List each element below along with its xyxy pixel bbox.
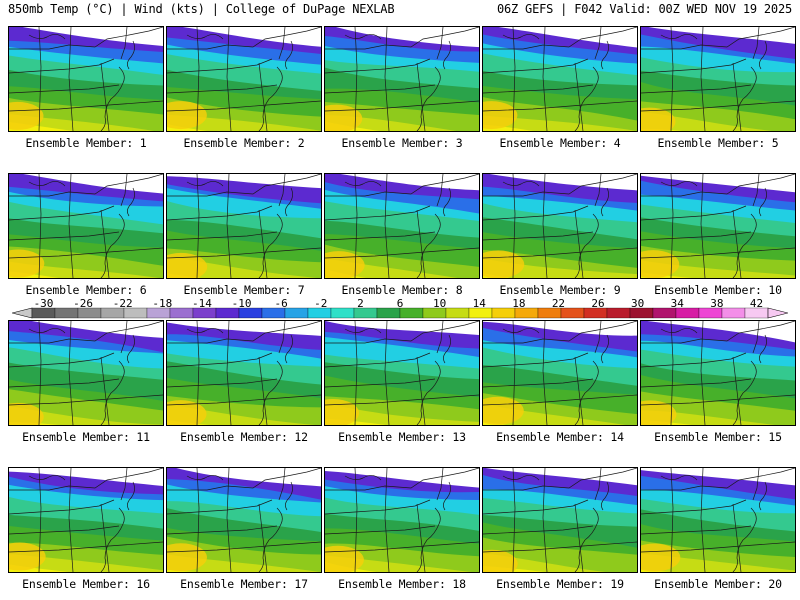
ensemble-member-map: [482, 320, 638, 426]
ensemble-member-map: [8, 467, 164, 573]
colorbar-tick-label: 2: [357, 297, 364, 310]
colorbar-tick-label: 18: [512, 297, 526, 310]
ensemble-member-label: Ensemble Member: 7: [183, 283, 305, 297]
ensemble-member-map: [324, 467, 480, 573]
ensemble-member-label: Ensemble Member: 10: [654, 283, 782, 297]
colorbar-tick-label: 14: [472, 297, 486, 310]
ensemble-member-label: Ensemble Member: 1: [25, 136, 147, 150]
ensemble-member-map: [482, 173, 638, 279]
ensemble-member-label: Ensemble Member: 4: [499, 136, 621, 150]
ensemble-member-label: Ensemble Member: 11: [22, 430, 150, 444]
ensemble-member-label: Ensemble Member: 20: [654, 577, 782, 591]
colorbar-tick-label: -18: [152, 297, 173, 310]
ensemble-member-label: Ensemble Member: 15: [654, 430, 782, 444]
ensemble-member-map: [8, 320, 164, 426]
colorbar-tick-label: -22: [112, 297, 133, 310]
ensemble-member-map: [166, 320, 322, 426]
colorbar-tick-label: -14: [192, 297, 212, 310]
colorbar-tick-label: 10: [432, 297, 447, 310]
ensemble-member-map: [482, 26, 638, 132]
ensemble-member-map: [324, 320, 480, 426]
model-valid-time: 06Z GEFS | F042 Valid: 00Z WED NOV 19 20…: [496, 2, 792, 16]
ensemble-member-map: [640, 320, 796, 426]
ensemble-member-label: Ensemble Member: 9: [499, 283, 621, 297]
colorbar-tick-label: -6: [274, 297, 288, 310]
map-title: 850mb Temp (°C) | Wind (kts) | College o…: [8, 2, 395, 16]
colorbar-tick-label: -30: [33, 297, 54, 310]
ensemble-member-map: [8, 173, 164, 279]
ensemble-member-label: Ensemble Member: 3: [341, 136, 463, 150]
colorbar-tick-label: 6: [396, 297, 404, 310]
ensemble-member-label: Ensemble Member: 19: [496, 577, 624, 591]
colorbar-tick-label: -10: [231, 297, 252, 310]
colorbar-tick-label: 22: [551, 297, 566, 310]
ensemble-member-label: Ensemble Member: 14: [496, 430, 624, 444]
colorbar-tick-label: 34: [670, 297, 684, 310]
ensemble-member-label: Ensemble Member: 5: [657, 136, 779, 150]
ensemble-member-map: [640, 26, 796, 132]
ensemble-member-label: Ensemble Member: 12: [180, 430, 308, 444]
ensemble-member-map: [166, 173, 322, 279]
ensemble-member-map: [166, 467, 322, 573]
ensemble-member-label: Ensemble Member: 18: [338, 577, 466, 591]
ensemble-member-label: Ensemble Member: 8: [341, 283, 463, 297]
temperature-colorbar: [12, 307, 788, 319]
colorbar-tick-label: 38: [710, 297, 724, 310]
colorbar-tick-label: -26: [73, 297, 94, 310]
ensemble-member-label: Ensemble Member: 2: [183, 136, 305, 150]
ensemble-member-label: Ensemble Member: 17: [180, 577, 308, 591]
ensemble-member-map: [640, 173, 796, 279]
ensemble-member-label: Ensemble Member: 6: [25, 283, 147, 297]
colorbar-tick-label: 26: [591, 297, 605, 310]
ensemble-member-map: [482, 467, 638, 573]
colorbar-tick-label: -2: [314, 297, 328, 310]
ensemble-member-map: [166, 26, 322, 132]
ensemble-member-map: [8, 26, 164, 132]
ensemble-member-map: [324, 26, 480, 132]
colorbar-tick-label: 42: [749, 297, 764, 310]
ensemble-member-label: Ensemble Member: 13: [338, 430, 466, 444]
colorbar-tick-label: 30: [631, 297, 645, 310]
ensemble-member-label: Ensemble Member: 16: [22, 577, 150, 591]
ensemble-member-map: [640, 467, 796, 573]
ensemble-member-map: [324, 173, 480, 279]
